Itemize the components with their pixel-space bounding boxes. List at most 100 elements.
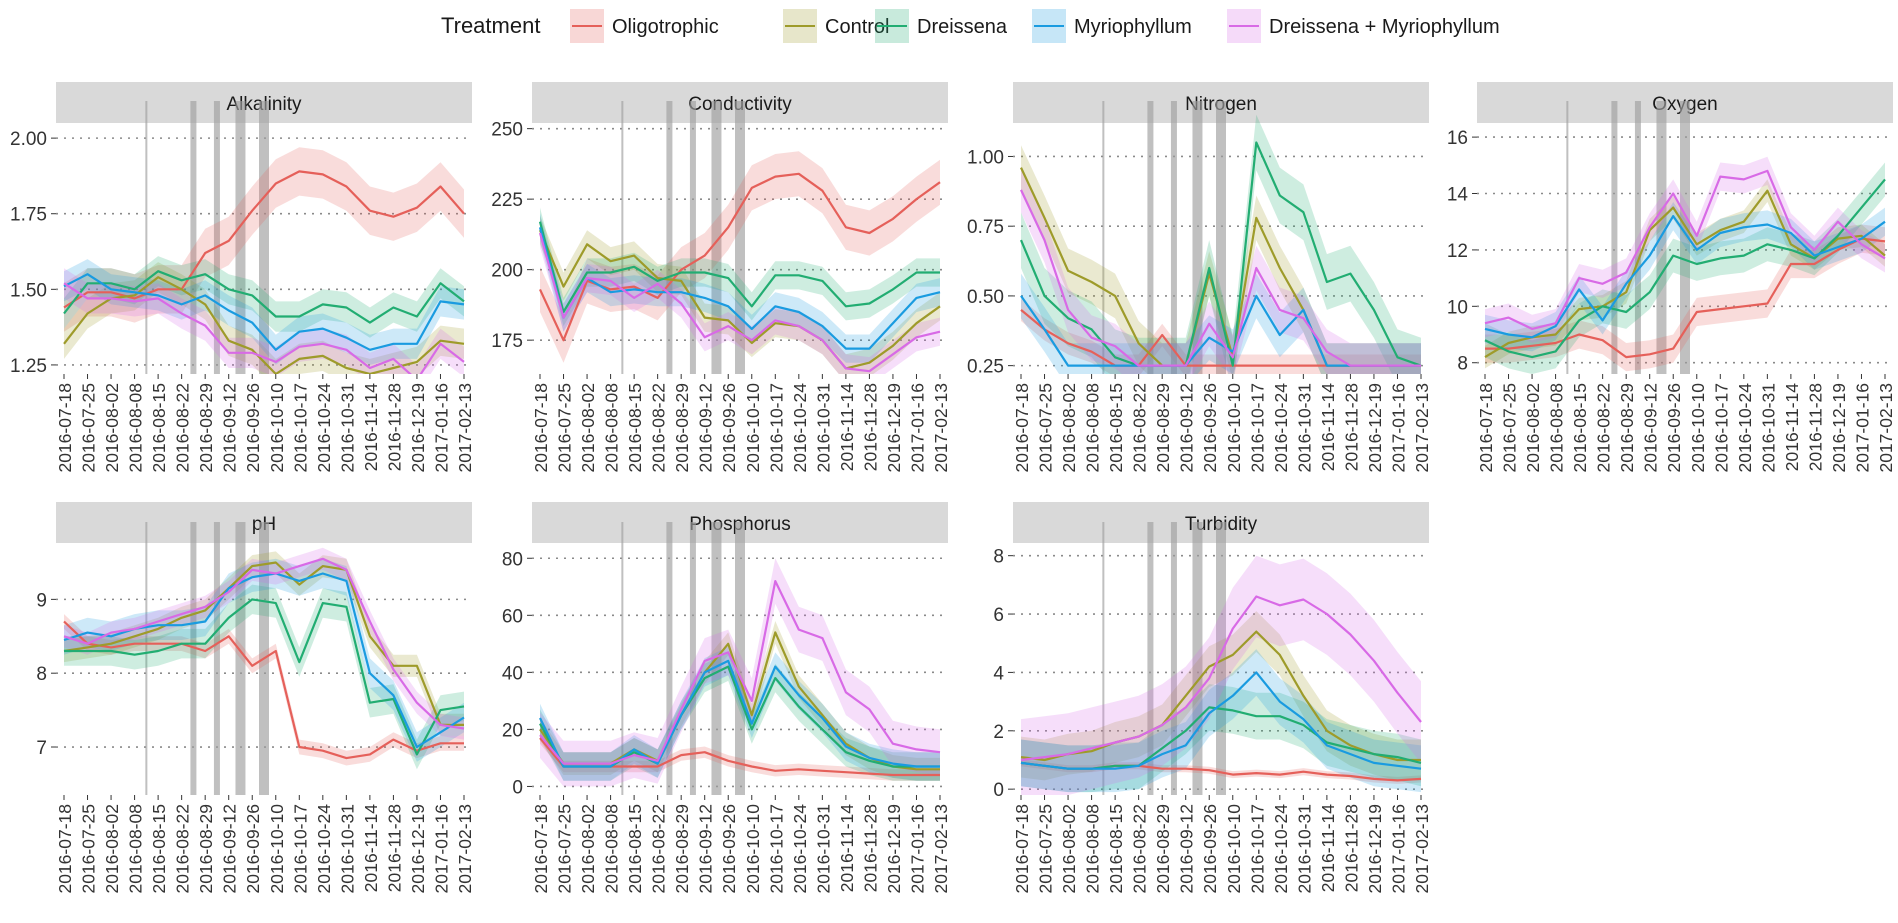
x-tick-label: 2016-10-17 bbox=[290, 383, 310, 473]
series-ribbon bbox=[540, 151, 940, 363]
x-tick-label: 2016-08-02 bbox=[578, 383, 598, 473]
event-marker bbox=[213, 522, 220, 795]
x-tick-label: 2016-08-29 bbox=[196, 383, 216, 473]
series-ribbon bbox=[540, 732, 940, 781]
event-marker bbox=[621, 101, 624, 374]
x-tick-label: 2016-11-28 bbox=[1341, 383, 1361, 471]
series-line bbox=[1020, 189, 1421, 367]
x-tick-label: 2016-07-18 bbox=[1012, 804, 1032, 894]
x-tick-label: 2017-01-16 bbox=[1388, 383, 1408, 473]
x-tick-label: 2016-10-17 bbox=[1711, 383, 1731, 473]
x-tick-label: 2016-08-02 bbox=[1059, 804, 1079, 894]
series-group bbox=[63, 147, 465, 374]
series-ribbon bbox=[1485, 179, 1885, 369]
x-tick-label: 2016-10-31 bbox=[1294, 383, 1314, 473]
event-marker bbox=[666, 101, 673, 374]
series-line bbox=[539, 579, 941, 765]
event-marker bbox=[259, 101, 269, 374]
series-line bbox=[538, 221, 940, 314]
series-line bbox=[63, 270, 465, 324]
x-tick-label: 2016-08-08 bbox=[1083, 804, 1103, 894]
x-tick-label: 2016-12-19 bbox=[1365, 804, 1385, 894]
series-line bbox=[63, 273, 465, 351]
x-tick-label: 2016-12-19 bbox=[884, 804, 904, 894]
x-tick-label: 2016-07-18 bbox=[531, 804, 551, 894]
x-tick-label: 2016-09-26 bbox=[1200, 804, 1220, 894]
x-tick-label: 2016-10-24 bbox=[1735, 383, 1755, 473]
series-line bbox=[539, 659, 940, 768]
x-tick-label: 2016-10-17 bbox=[766, 804, 786, 894]
y-tick-label: 2.00 bbox=[10, 129, 47, 150]
panel-conductivity: Conductivity1752002252502016-07-182016-0… bbox=[491, 82, 951, 473]
y-tick-label: 9 bbox=[36, 590, 47, 611]
y-tick-label: 250 bbox=[491, 120, 523, 141]
series-group bbox=[1020, 555, 1422, 795]
series-line bbox=[64, 598, 465, 756]
event-marker bbox=[1170, 101, 1177, 374]
y-tick-label: 1.00 bbox=[967, 147, 1004, 168]
x-tick-label: 2016-10-24 bbox=[1271, 383, 1291, 473]
x-tick-label: 2017-01-16 bbox=[431, 804, 451, 894]
x-tick-label: 2016-10-24 bbox=[314, 383, 334, 473]
x-tick-label: 2016-09-12 bbox=[696, 383, 716, 473]
y-tick-label: 175 bbox=[491, 331, 523, 352]
x-tick-label: 2016-08-02 bbox=[102, 804, 122, 894]
x-tick-label: 2016-09-26 bbox=[719, 383, 739, 473]
series-group bbox=[539, 558, 941, 787]
x-tick-label: 2016-08-15 bbox=[1570, 383, 1590, 473]
event-marker bbox=[735, 522, 745, 795]
y-tick-label: 10 bbox=[1447, 297, 1468, 318]
x-tick-label: 2017-02-13 bbox=[455, 804, 475, 894]
x-tick-label: 2016-10-31 bbox=[1758, 383, 1778, 473]
event-marker bbox=[689, 101, 696, 374]
x-tick-label: 2016-10-10 bbox=[1688, 383, 1708, 473]
x-tick-label: 2016-08-22 bbox=[173, 804, 193, 894]
x-tick-label: 2016-08-15 bbox=[149, 804, 169, 894]
x-tick-label: 2016-08-22 bbox=[173, 383, 193, 473]
x-tick-label: 2016-11-14 bbox=[1782, 383, 1802, 471]
x-tick-label: 2016-09-26 bbox=[243, 804, 263, 894]
x-tick-label: 2016-11-28 bbox=[1341, 804, 1361, 892]
event-marker bbox=[1102, 101, 1105, 374]
series-ribbon bbox=[1485, 162, 1885, 374]
series-ribbon bbox=[64, 147, 464, 332]
event-marker bbox=[1192, 101, 1203, 374]
x-tick-label: 2016-09-12 bbox=[696, 804, 716, 894]
series-group bbox=[538, 151, 941, 374]
x-tick-label: 2016-08-29 bbox=[1153, 383, 1173, 473]
x-tick-label: 2016-08-02 bbox=[1059, 383, 1079, 473]
series-ribbon bbox=[540, 558, 940, 787]
event-marker bbox=[213, 101, 220, 374]
x-tick-label: 2017-02-13 bbox=[931, 383, 951, 473]
legend-item-dreissena: Dreissena bbox=[875, 9, 1008, 43]
x-tick-label: 2016-09-26 bbox=[1200, 383, 1220, 473]
x-tick-label: 2016-12-19 bbox=[884, 383, 904, 473]
legend-label: Myriophyllum bbox=[1074, 16, 1192, 38]
y-tick-label: 200 bbox=[491, 261, 523, 282]
x-tick-label: 2016-12-19 bbox=[1829, 383, 1849, 473]
y-tick-label: 4 bbox=[993, 663, 1004, 684]
series-line bbox=[538, 229, 941, 370]
series-line bbox=[1020, 595, 1422, 762]
x-tick-label: 2016-10-17 bbox=[1247, 383, 1267, 473]
series-ribbon bbox=[1485, 202, 1885, 352]
event-marker bbox=[1170, 522, 1177, 795]
x-tick-label: 2016-07-25 bbox=[1036, 383, 1056, 473]
series-line bbox=[538, 227, 941, 350]
x-tick-label: 2016-10-17 bbox=[1247, 804, 1267, 894]
panel-alkalinity: Alkalinity1.251.501.752.002016-07-182016… bbox=[10, 82, 475, 473]
x-tick-label: 2016-11-14 bbox=[361, 383, 381, 471]
legend-item-oligotrophic: Oligotrophic bbox=[570, 9, 719, 43]
series-line bbox=[1020, 671, 1422, 770]
x-tick-label: 2016-09-12 bbox=[1177, 383, 1197, 473]
x-tick-label: 2016-10-24 bbox=[790, 804, 810, 894]
series-ribbon bbox=[64, 268, 464, 374]
x-tick-label: 2016-11-28 bbox=[384, 383, 404, 471]
x-tick-label: 2016-09-26 bbox=[1664, 383, 1684, 473]
x-tick-label: 2016-07-25 bbox=[1036, 804, 1056, 894]
legend: Treatment Oligotrophic Control Dreissena My… bbox=[441, 9, 1500, 43]
x-tick-label: 2016-08-15 bbox=[1106, 383, 1126, 473]
x-tick-label: 2016-09-12 bbox=[1641, 383, 1661, 473]
series-ribbon bbox=[1021, 114, 1421, 374]
